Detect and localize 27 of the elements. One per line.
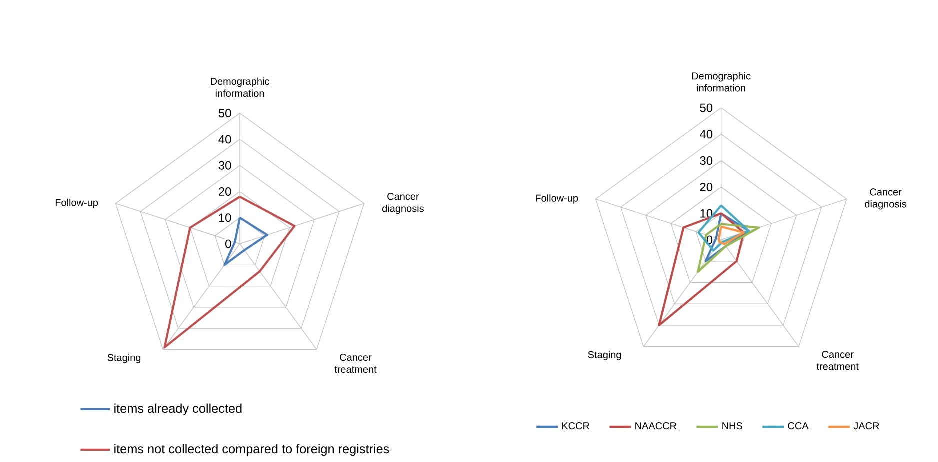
y-tick-label: 30 <box>218 161 232 170</box>
legend-label: KCCR <box>562 422 590 430</box>
y-tick-label: 40 <box>700 130 713 139</box>
y-tick-label: 50 <box>700 104 713 112</box>
spoke-label: Staging <box>108 354 141 364</box>
legend-label: items not collected compared to foreign registries <box>114 444 390 456</box>
y-tick-label: 0 <box>226 240 232 248</box>
spoke-label: Cancer diagnosis <box>382 193 424 214</box>
y-tick-label: 30 <box>700 156 713 166</box>
y-tick-label: 10 <box>219 214 232 222</box>
legend-label: items already collected <box>114 404 242 416</box>
legend-label: JACR <box>854 422 880 430</box>
y-tick-label: 20 <box>700 182 713 192</box>
legend-label: NHS <box>722 422 742 430</box>
spoke-label: Demographic information <box>692 72 751 92</box>
y-tick-label: 50 <box>218 109 232 118</box>
spoke-label: Cancer diagnosis <box>865 188 907 210</box>
legend-label: NAACCR <box>636 422 677 430</box>
y-tick-label: 40 <box>218 135 232 144</box>
spoke-label: Cancer treatment <box>816 351 859 370</box>
spoke-label: Staging <box>588 351 622 360</box>
spoke-label: Demographic information <box>211 78 270 98</box>
legend-label: CCA <box>788 422 809 430</box>
y-tick-label: 20 <box>218 187 232 196</box>
spoke-label: Follow-up <box>56 198 98 208</box>
spoke-label: Cancer treatment <box>334 354 377 374</box>
spoke-label: Follow-up <box>536 194 578 204</box>
